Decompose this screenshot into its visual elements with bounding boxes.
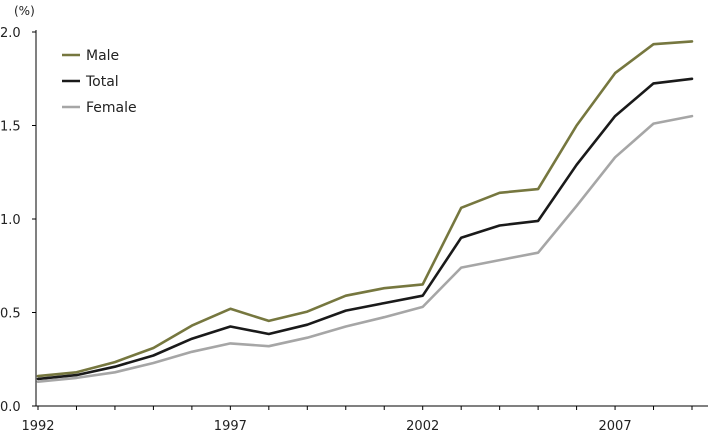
y-tick-label: 1.0: [0, 213, 21, 228]
x-tick-label: 1992: [21, 419, 54, 434]
y-tick-label: 0.0: [0, 400, 21, 415]
x-tick-label: 2007: [599, 419, 632, 434]
legend-label-female: Female: [86, 100, 137, 116]
series-line-total: [36, 77, 694, 381]
tick-labels: 0.0 0.5 1.0 1.5 2.0 1992 1997 2002 2007: [0, 26, 632, 434]
x-tick-label: 2002: [406, 419, 439, 434]
series-lines: [36, 40, 694, 384]
y-tick-label: 2.0: [0, 26, 21, 41]
y-tick-label: 1.5: [0, 120, 21, 135]
x-tick-label: 1997: [214, 419, 247, 434]
series-line-female: [36, 114, 694, 384]
y-tick-label: 0.5: [0, 307, 21, 322]
legend-label-male: Male: [86, 48, 119, 64]
series-line-male: [36, 40, 694, 378]
axes: [32, 30, 708, 410]
legend-label-total: Total: [85, 74, 119, 90]
y-unit-label: (%): [14, 4, 35, 18]
legend: Male Total Female: [62, 48, 137, 116]
